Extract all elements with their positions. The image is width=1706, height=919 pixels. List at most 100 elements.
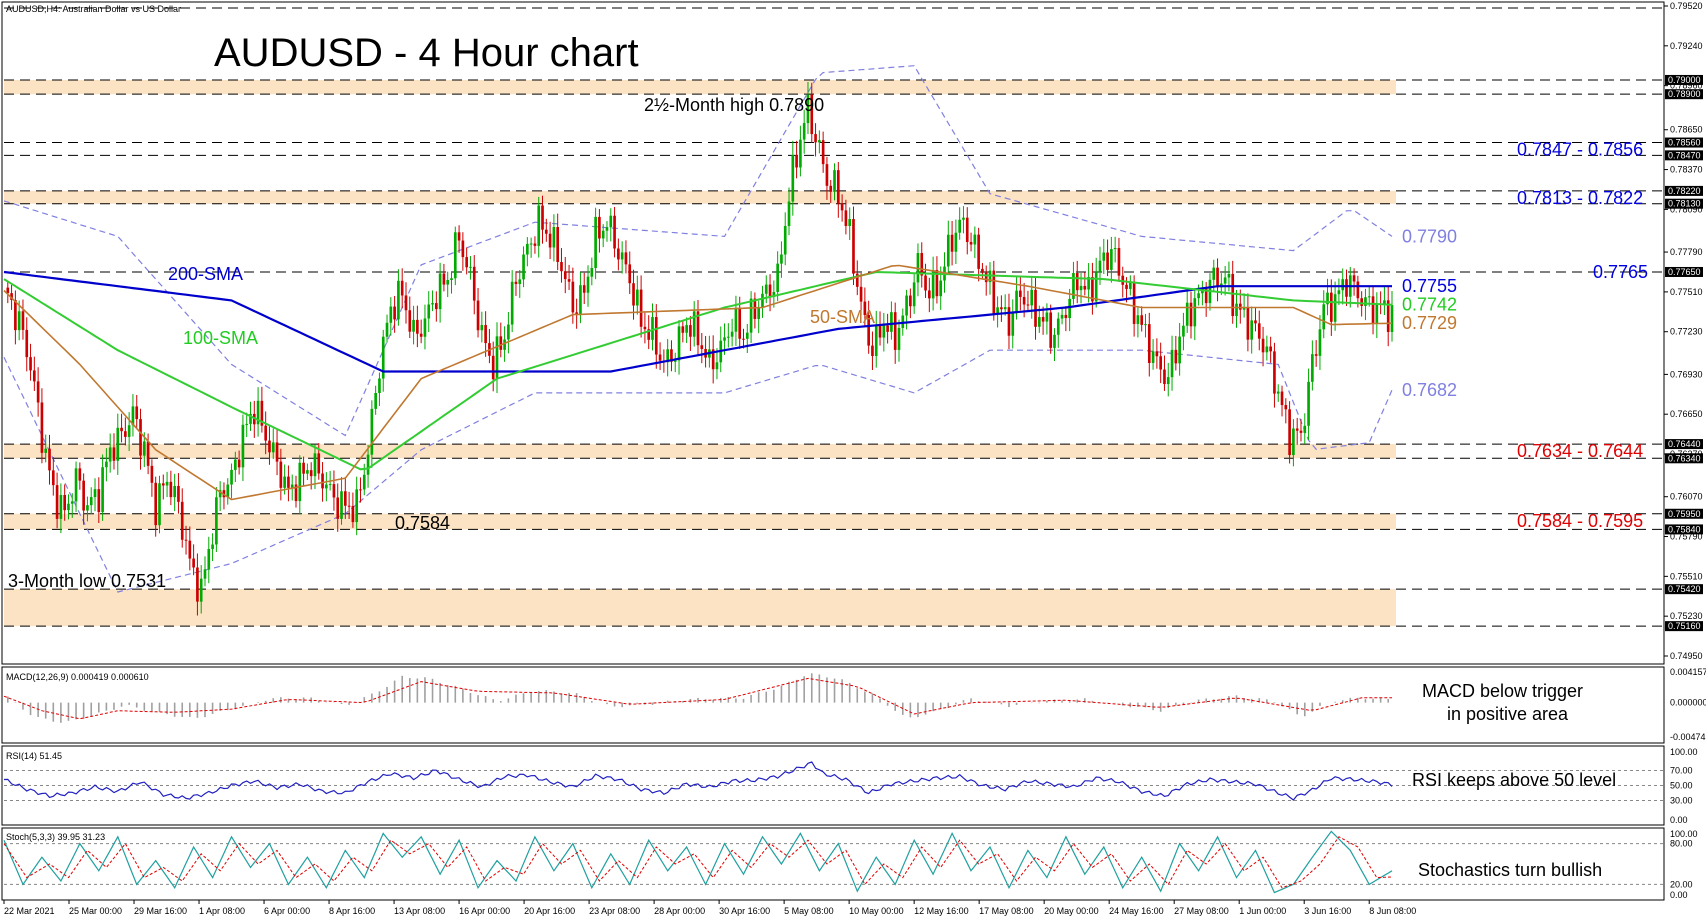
sma100-line bbox=[3, 270, 1393, 471]
bull-candle bbox=[503, 339, 506, 350]
bull-candle bbox=[761, 293, 764, 308]
rsi-panel-frame bbox=[1, 745, 1665, 826]
bull-candle bbox=[958, 219, 961, 233]
bear-candle bbox=[689, 325, 692, 337]
price-tick-label: 0.78650 bbox=[1670, 125, 1703, 135]
bear-candle bbox=[1295, 428, 1299, 431]
bear-candle bbox=[768, 284, 772, 298]
bear-candle bbox=[1231, 273, 1235, 316]
bull-candle bbox=[1098, 260, 1102, 273]
price-axis: 0.79520 0.79240 0.78960 0.78650 0.78370 0.780… bbox=[1664, 1, 1703, 661]
bull-candle bbox=[1390, 305, 1394, 332]
bull-candle bbox=[1383, 300, 1386, 305]
bull-candle bbox=[86, 505, 89, 511]
price-tick-label: 0.77230 bbox=[1670, 327, 1703, 337]
bull-candle bbox=[306, 470, 309, 474]
bull-candle bbox=[590, 268, 594, 277]
bull-candle bbox=[537, 205, 541, 246]
bull-candle bbox=[764, 284, 768, 294]
bull-candle bbox=[818, 140, 821, 143]
bull-candle bbox=[666, 349, 669, 363]
bear-candle bbox=[1204, 288, 1208, 304]
bull-candle bbox=[529, 243, 533, 245]
time-tick-label: 8 Jun 08:00 bbox=[1369, 906, 1416, 916]
bear-candle bbox=[82, 480, 85, 511]
bear-candle bbox=[1254, 320, 1257, 324]
bull-candle bbox=[1250, 320, 1254, 340]
bear-candle bbox=[40, 402, 44, 453]
bull-candle bbox=[939, 280, 943, 297]
price-tick-label: 0.79240 bbox=[1670, 41, 1703, 51]
bear-candle bbox=[264, 425, 267, 441]
bull-candle bbox=[1136, 315, 1140, 324]
bull-candle bbox=[158, 483, 161, 526]
chart-title: AUDUSD - 4 Hour chart bbox=[214, 31, 639, 75]
bull-candle bbox=[67, 503, 70, 511]
bear-candle bbox=[825, 164, 829, 186]
bull-candle bbox=[1015, 290, 1018, 314]
bear-candle bbox=[1049, 312, 1053, 348]
bear-candle bbox=[10, 293, 13, 301]
time-tick-label: 23 Apr 08:00 bbox=[589, 906, 640, 916]
bull-candle bbox=[954, 232, 958, 252]
bear-candle bbox=[670, 349, 673, 362]
high-annotation: 2½-Month high 0.7890 bbox=[644, 95, 824, 115]
bull-candle bbox=[1375, 304, 1379, 324]
bull-candle bbox=[791, 155, 795, 202]
price-tag-bg bbox=[1665, 89, 1703, 100]
rsi-tick-label: 70.00 bbox=[1670, 766, 1693, 776]
bear-candle bbox=[393, 306, 396, 320]
bull-candle bbox=[1318, 329, 1322, 356]
bull-candle bbox=[203, 569, 207, 579]
time-tick-label: 16 Apr 00:00 bbox=[459, 906, 510, 916]
bull-candle bbox=[385, 322, 389, 337]
sma200-line bbox=[3, 270, 1392, 373]
bear-candle bbox=[1159, 356, 1162, 370]
bear-candle bbox=[435, 303, 438, 310]
bear-candle bbox=[1125, 284, 1128, 289]
bull-candle bbox=[450, 278, 453, 280]
bear-candle bbox=[1280, 391, 1284, 406]
bear-candle bbox=[408, 310, 412, 332]
bull-candle bbox=[1068, 298, 1071, 319]
bull-candle bbox=[298, 462, 302, 502]
bear-candle bbox=[871, 345, 874, 356]
zone-band bbox=[4, 79, 1396, 95]
bear-candle bbox=[560, 261, 563, 272]
bear-candle bbox=[582, 285, 586, 293]
bull-candle bbox=[245, 423, 249, 425]
bear-candle bbox=[48, 448, 51, 471]
bull-candle bbox=[586, 276, 590, 293]
bear-candle bbox=[556, 226, 560, 262]
bear-candle bbox=[400, 280, 404, 296]
bear-candle bbox=[984, 272, 988, 283]
rsi-line bbox=[3, 761, 1393, 801]
price-tag-bg bbox=[1665, 508, 1703, 519]
bear-candle bbox=[150, 465, 154, 483]
bull-candle bbox=[1129, 281, 1132, 289]
price-tick-label: 0.77790 bbox=[1670, 247, 1703, 257]
bull-candle bbox=[848, 219, 852, 226]
bull-candle bbox=[44, 448, 48, 453]
bull-candle bbox=[745, 332, 749, 339]
bull-candle bbox=[1170, 349, 1174, 378]
bear-candle bbox=[700, 345, 704, 349]
bull-candle bbox=[1326, 292, 1329, 305]
bull-candle bbox=[480, 325, 484, 331]
price-tag-label: 0.75950 bbox=[1668, 509, 1701, 519]
bull-candle bbox=[905, 295, 908, 316]
bear-candle bbox=[419, 333, 423, 337]
price-tick-label: 0.78960 bbox=[1670, 81, 1703, 91]
bear-candle bbox=[681, 326, 685, 333]
bull-candle bbox=[328, 484, 332, 486]
zone-band bbox=[4, 444, 1396, 459]
bull-candle bbox=[931, 270, 935, 299]
time-tick-label: 3 Jun 16:00 bbox=[1304, 906, 1351, 916]
bear-candle bbox=[1314, 354, 1318, 356]
macd-panel-frame bbox=[1, 666, 1665, 744]
bull-candle bbox=[685, 325, 688, 333]
bull-candle bbox=[313, 453, 317, 477]
bull-candle bbox=[946, 234, 950, 267]
